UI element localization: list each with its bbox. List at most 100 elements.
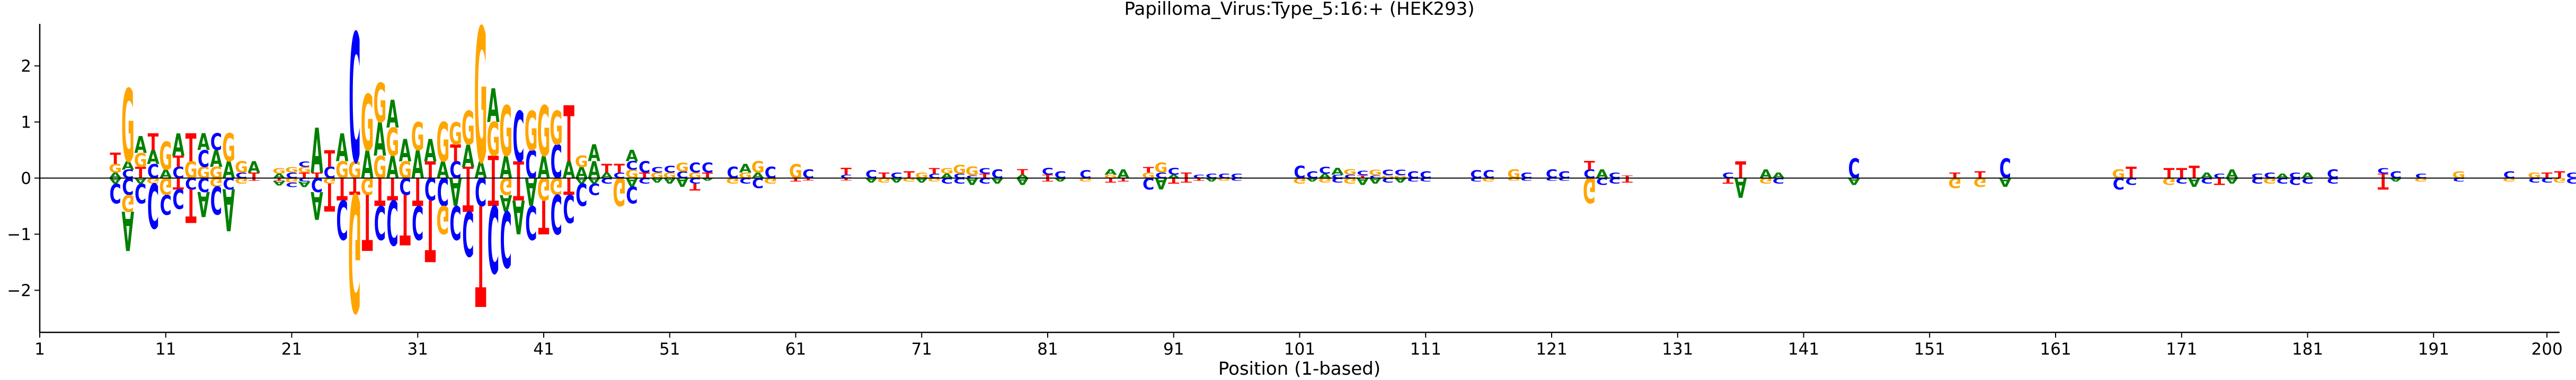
logo-letter-g: G: [335, 157, 349, 184]
logo-letter-a: A: [210, 146, 223, 173]
logo-letter-a: A: [311, 183, 323, 228]
logo-letter-a: A: [273, 179, 286, 186]
logo-letter-c: C: [210, 177, 222, 222]
logo-letter-g: G: [386, 121, 399, 166]
logo-letter-g: G: [764, 176, 777, 185]
chart-title: Papilloma_Virus:Type_5:16:+ (HEK293): [1124, 0, 1474, 20]
logo-letter-c: C: [122, 173, 134, 200]
logo-letter-c: C: [1470, 177, 1482, 182]
logo-letter-c: C: [1344, 174, 1356, 179]
logo-letter-a: A: [1167, 174, 1180, 179]
logo-letter-c: C: [449, 195, 461, 248]
logo-letter-g: G: [134, 149, 147, 171]
x-tick-label: 181: [2292, 340, 2323, 359]
logo-letter-t: T: [840, 166, 852, 177]
logo-letter-t: T: [375, 168, 386, 213]
logo-letter-g: G: [462, 102, 475, 156]
logo-letter-g: G: [235, 159, 248, 177]
logo-letter-t: T: [1622, 175, 1633, 179]
logo-letter-c: C: [2566, 171, 2576, 180]
y-tick-label: −1: [7, 225, 31, 245]
logo-letter-c: C: [1609, 176, 1621, 185]
logo-letter-g: G: [1343, 168, 1357, 177]
logo-letter-a: A: [626, 175, 639, 189]
logo-letter-c: C: [210, 129, 222, 156]
logo-letter-a: A: [223, 157, 235, 184]
logo-letter-c: C: [198, 146, 209, 173]
logo-letter-g: G: [486, 113, 500, 167]
logo-letter-a: A: [197, 129, 210, 156]
logo-letter-g: G: [2414, 177, 2428, 182]
logo-letter-c: C: [2541, 176, 2553, 183]
logo-letter-g: G: [537, 92, 551, 173]
logo-letter-a: A: [966, 176, 979, 186]
logo-letter-t: T: [488, 150, 499, 186]
logo-letter-c: C: [2528, 176, 2540, 183]
logo-letter-c: C: [551, 135, 562, 189]
logo-letter-a: A: [651, 176, 663, 183]
logo-letter-a: A: [1331, 166, 1344, 177]
logo-letter-t: T: [425, 180, 436, 278]
logo-letter-g: G: [1079, 177, 1092, 182]
logo-letter-c: C: [2289, 176, 2301, 186]
logo-letter-t: T: [2378, 174, 2389, 192]
logo-letter-c: C: [979, 167, 990, 176]
logo-letter-a: A: [1155, 174, 1167, 192]
logo-letter-a: A: [588, 157, 600, 184]
logo-letter-t: T: [1193, 177, 1205, 182]
logo-letter-t: T: [148, 129, 159, 156]
logo-letter-t: T: [324, 146, 335, 173]
logo-letter-a: A: [626, 147, 639, 165]
logo-letter-t: T: [2164, 166, 2175, 182]
logo-letter-g: G: [1583, 169, 1596, 210]
logo-letter-a: A: [424, 133, 437, 169]
logo-letter-t: T: [425, 157, 436, 184]
logo-letter-t: T: [538, 189, 550, 243]
logo-letter-c: C: [1407, 177, 1419, 182]
logo-letter-c: C: [1042, 166, 1054, 177]
logo-letter-g: G: [499, 92, 512, 173]
x-tick-label: 121: [1536, 340, 1567, 359]
logo-letter-a: A: [134, 131, 147, 158]
x-tick-label: 81: [1037, 340, 1058, 359]
x-tick-label: 51: [659, 340, 680, 359]
logo-letter-t: T: [412, 168, 423, 213]
logo-letter-g: G: [928, 177, 941, 182]
logo-letter-a: A: [890, 176, 903, 183]
logo-letter-a: A: [1999, 175, 2012, 189]
logo-letter-a: A: [462, 138, 475, 174]
x-tick-label: 41: [533, 340, 554, 359]
logo-letter-t: T: [1735, 157, 1746, 184]
x-tick-label: 61: [785, 340, 806, 359]
logo-letter-c: C: [147, 160, 159, 183]
logo-letter-c: C: [1319, 165, 1331, 176]
logo-letter-c: C: [2277, 176, 2288, 185]
logo-letter-g: G: [361, 79, 374, 168]
logo-letter-c: C: [387, 185, 399, 257]
logo-letter-c: C: [2201, 176, 2212, 185]
logo-letter-t: T: [513, 171, 524, 207]
logo-letter-g: G: [1507, 177, 1520, 182]
logo-letter-g: G: [184, 157, 198, 184]
logo-letter-c: C: [1143, 174, 1154, 192]
logo-letter-a: A: [500, 189, 512, 216]
logo-letter-c: C: [651, 165, 663, 174]
logo-letter-a: A: [525, 168, 537, 213]
logo-letter-c: C: [1332, 176, 1343, 183]
logo-letter-g: G: [550, 102, 563, 156]
x-tick-label: 91: [1163, 340, 1184, 359]
logo-letter-a: A: [1369, 176, 1382, 185]
logo-letter-g: G: [121, 189, 135, 216]
logo-letter-t: T: [2214, 176, 2225, 186]
logo-letter-c: C: [437, 168, 449, 213]
logo-letter-a: A: [701, 177, 714, 182]
logo-letter-c: C: [298, 177, 310, 182]
logo-letter-g: G: [348, 157, 361, 184]
logo-letter-a: A: [399, 133, 412, 169]
y-axis-ticks: −2 −1 0 1 2: [7, 57, 40, 301]
logo-letter-g: G: [676, 161, 689, 175]
logo-letter-c: C: [1848, 153, 1860, 184]
logo-letter-c: C: [639, 159, 650, 177]
logo-letter-t: T: [324, 174, 335, 219]
logo-letter-a: A: [739, 162, 752, 176]
